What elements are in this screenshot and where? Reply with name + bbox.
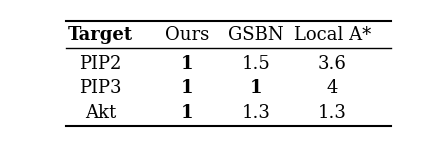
Text: 1.5: 1.5	[242, 55, 271, 73]
Text: Target: Target	[68, 26, 133, 44]
Text: 1: 1	[181, 55, 194, 73]
Text: 4: 4	[326, 79, 338, 97]
Text: Local A*: Local A*	[293, 26, 371, 44]
Text: PIP3: PIP3	[79, 79, 122, 97]
Text: PIP2: PIP2	[79, 55, 122, 73]
Text: 1: 1	[250, 79, 263, 97]
Text: 1: 1	[181, 79, 194, 97]
Text: 1.3: 1.3	[242, 104, 271, 122]
Text: 1: 1	[181, 104, 194, 122]
Text: 3.6: 3.6	[318, 55, 347, 73]
Text: Akt: Akt	[85, 104, 116, 122]
Text: Ours: Ours	[165, 26, 209, 44]
Text: GSBN: GSBN	[228, 26, 284, 44]
Text: 1.3: 1.3	[318, 104, 347, 122]
